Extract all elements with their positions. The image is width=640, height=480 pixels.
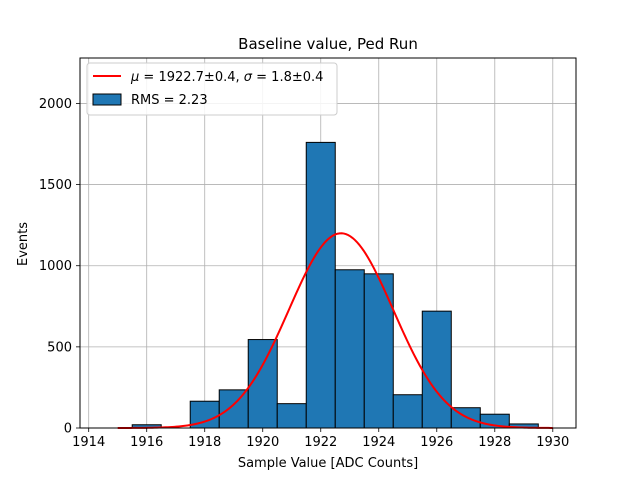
x-tick-label: 1928: [478, 435, 511, 450]
histogram-bar: [421, 310, 452, 429]
x-axis-label: Sample Value [ADC Counts]: [238, 456, 418, 471]
y-tick-label: 1000: [39, 259, 72, 274]
ticks: 1914 1916 1918 1920 1922 1924 1926 1928 1930 0 500…: [39, 97, 569, 450]
legend: μ = 1922.7±0.4, σ = 1.8±0.4 RMS = 2.23: [86, 62, 338, 116]
fit-curve: [117, 232, 553, 429]
histogram-bar: [334, 269, 365, 429]
legend-hist-swatch: [92, 93, 122, 106]
axes: [79, 57, 577, 429]
histogram-bar: [276, 403, 307, 429]
plot-frame: [79, 57, 577, 429]
histogram-bar: [305, 141, 336, 429]
legend-mu-text: = 1922.7±0.4,: [139, 70, 243, 85]
y-axis-label: Events: [16, 222, 31, 266]
legend-hist-label: RMS = 2.23: [131, 93, 208, 108]
histogram-bar: [218, 389, 249, 429]
legend-sigma-symbol: σ: [244, 70, 253, 85]
x-tick-label: 1924: [362, 435, 395, 450]
histogram-bar: [392, 394, 423, 429]
histogram-bar: [363, 273, 394, 429]
x-tick-label: 1916: [130, 435, 163, 450]
x-tick-label: 1914: [72, 435, 105, 450]
x-tick-label: 1922: [304, 435, 337, 450]
x-tick-label: 1930: [536, 435, 569, 450]
y-tick-label: 500: [47, 340, 72, 355]
x-tick-label: 1920: [246, 435, 279, 450]
histogram-bar: [247, 339, 278, 429]
x-tick-label: 1926: [420, 435, 453, 450]
gaussian-fit: [117, 232, 553, 429]
y-tick-label: 2000: [39, 97, 72, 112]
legend-fit-label: μ = 1922.7±0.4, σ = 1.8±0.4: [130, 70, 323, 85]
chart-title: Baseline value, Ped Run: [238, 35, 418, 53]
y-tick-label: 0: [64, 422, 72, 437]
x-tick-label: 1918: [188, 435, 221, 450]
y-tick-label: 1500: [39, 178, 72, 193]
legend-box: [86, 62, 338, 116]
legend-mu-symbol: μ: [130, 70, 139, 85]
legend-sigma-text: = 1.8±0.4: [252, 70, 323, 85]
